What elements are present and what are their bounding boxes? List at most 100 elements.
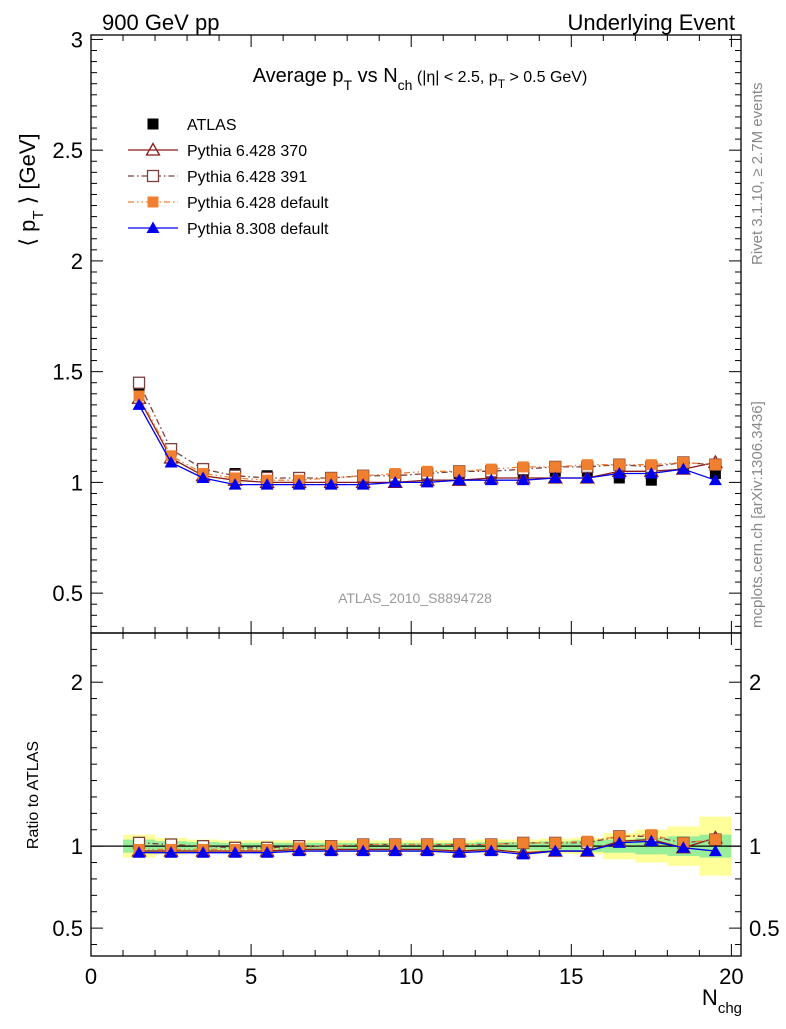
legend-entry: ATLAS: [147, 117, 237, 134]
legend-entry: Pythia 6.428 370: [128, 142, 307, 160]
main-data-point: [357, 470, 369, 482]
main-data-point: [612, 467, 626, 479]
main-data-point: [229, 472, 241, 484]
main-y-tick-label: 2: [71, 249, 83, 274]
ratio-frame: [90, 632, 742, 957]
main-data-point: [389, 468, 401, 480]
title-sub-c: T: [498, 77, 506, 91]
main-data-point: [485, 463, 497, 475]
legend-marker: [147, 196, 159, 208]
ratio-data-point: [580, 844, 594, 857]
main-data-point: [516, 473, 530, 486]
main-y-tick-label: 2.5: [52, 138, 83, 163]
main-data-point: [356, 478, 370, 490]
ratio-y-tick-label: 0.5: [52, 916, 83, 941]
ratio-data-point: [709, 834, 721, 846]
xlabel-sub: chg: [718, 1000, 742, 1017]
header-left: 900 GeV pp: [102, 10, 219, 35]
main-data-point: [292, 478, 306, 490]
main-y-tick-label: 0.5: [52, 581, 83, 606]
main-data-point: [228, 478, 242, 490]
legend-label: Pythia 6.428 370: [187, 143, 307, 160]
main-y-tick-label: 3: [71, 27, 83, 52]
main-series-line: [138, 382, 716, 479]
ratio-data-point: [421, 839, 433, 851]
main-data-point: [645, 459, 657, 471]
main-data-point: [676, 462, 690, 475]
main-data-point: [484, 473, 498, 486]
main-data-point: [581, 459, 593, 471]
main-data-point: [132, 376, 146, 389]
legend-label: Pythia 6.428 default: [187, 195, 329, 212]
title-part-a: Average p: [253, 65, 344, 87]
ratio-data-point: [356, 844, 370, 857]
ratio-data-point: [164, 846, 178, 858]
x-axis-label: Nchg: [702, 985, 742, 1017]
main-data-point: [549, 461, 561, 473]
ylabel-part-b: ⟩ [GeV]: [15, 133, 40, 210]
main-data-point: [548, 471, 562, 483]
main-data-point: [517, 461, 529, 473]
ratio-data-point: [612, 836, 626, 848]
ratio-data-point: [516, 847, 530, 860]
main-data-point: [324, 478, 338, 490]
header-right: Underlying Event: [567, 10, 735, 35]
title-part-c: (|η| < 2.5, p: [412, 69, 497, 86]
main-data-point: [260, 478, 274, 490]
legend-entry: Pythia 6.428 391: [128, 169, 307, 186]
ratio-data-point: [357, 839, 369, 851]
main-data-point: [132, 398, 146, 410]
ratio-data-point: [324, 844, 338, 857]
main-data-point: [164, 455, 178, 468]
ratio-y-tick-label: 2: [71, 670, 83, 695]
ratio-data-point: [260, 846, 274, 858]
x-tick-label: 20: [719, 964, 743, 989]
main-data-point: [421, 465, 433, 477]
main-y-tick-label: 1: [71, 470, 83, 495]
ratio-data-point: [517, 837, 529, 849]
legend-entry: Pythia 8.308 default: [128, 221, 329, 238]
xlabel-part-a: N: [702, 985, 718, 1010]
main-data-point: [644, 467, 658, 479]
x-tick-label: 10: [399, 964, 423, 989]
ratio-data-point: [485, 839, 497, 851]
main-data-point: [165, 450, 177, 462]
ratio-data-point: [388, 844, 402, 857]
ratio-data-point: [132, 846, 146, 858]
x-tick-label: 0: [85, 964, 97, 989]
ratio-data-point: [196, 846, 210, 858]
main-data-point: [420, 475, 434, 488]
mcplots-side-label: mcplots.cern.ch [arXiv:1306.3436]: [749, 401, 766, 628]
ratio-series-group: [131, 829, 723, 860]
main-y-axis-label: ⟨ pT ⟩ [GeV]: [15, 133, 47, 246]
title-sub-b: ch: [398, 77, 413, 93]
title-part-d: > 0.5 GeV): [505, 69, 587, 86]
ratio-series-3: [132, 834, 722, 860]
ylabel-part-a: ⟨ p: [15, 220, 40, 247]
title-sub-a: T: [344, 77, 353, 93]
ratio-y-axis-label: Ratio to ATLAS: [25, 741, 42, 849]
main-data-point: [325, 472, 337, 484]
main-data-point: [133, 390, 145, 402]
ratio-data-point: [549, 837, 561, 849]
analysis-watermark: ATLAS_2010_S8894728: [338, 590, 492, 606]
ratio-y-tick-label-right: 0.5: [749, 916, 780, 941]
ratio-data-point: [676, 841, 690, 853]
ratio-data-point: [420, 844, 434, 857]
ratio-data-point: [292, 844, 306, 857]
main-series-group: [131, 376, 723, 490]
main-plot-title: Average pT vs Nch (|η| < 2.5, pT > 0.5 G…: [253, 65, 588, 93]
ratio-data-point: [581, 835, 593, 847]
main-y-tick-label: 1.5: [52, 360, 83, 385]
legend-label: Pythia 8.308 default: [187, 221, 329, 238]
ratio-y-tick-label: 1: [71, 834, 83, 859]
axes-group: 0 5 10 15 200.511.522.530.5 0.51 12 2: [52, 27, 779, 989]
x-tick-label: 15: [559, 964, 583, 989]
x-tick-label: 5: [245, 964, 257, 989]
rivet-side-label: Rivet 3.1.10, ≥ 2.7M events: [749, 83, 766, 266]
ratio-data-point: [645, 829, 657, 841]
main-data-point: [133, 383, 145, 395]
main-series-4: [132, 398, 722, 490]
main-data-point: [580, 471, 594, 483]
